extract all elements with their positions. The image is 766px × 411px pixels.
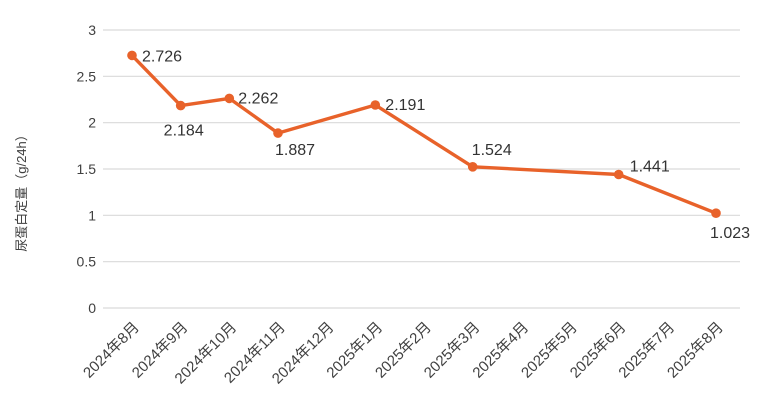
series-line xyxy=(130,53,718,215)
x-axis-tick-labels: 2024年8月2024年9月2024年10月2024年11月2024年12月20… xyxy=(80,319,727,388)
gridlines xyxy=(103,29,740,309)
data-series xyxy=(127,50,721,218)
data-point-marker xyxy=(711,208,721,218)
data-point-label: 2.262 xyxy=(238,90,278,107)
data-point-marker xyxy=(613,169,624,180)
data-point-marker xyxy=(467,162,478,172)
data-point-label: 2.184 xyxy=(164,123,204,140)
data-point-marker xyxy=(175,100,186,111)
data-point-label: 1.441 xyxy=(630,159,670,176)
y-tick-label: 2.5 xyxy=(77,68,97,84)
y-tick-label: 0 xyxy=(88,300,96,316)
data-point-marker xyxy=(273,128,283,138)
data-point-label: 2.191 xyxy=(385,97,425,114)
data-point-marker xyxy=(127,50,137,61)
y-tick-label: 0.5 xyxy=(77,254,97,270)
y-tick-label: 1 xyxy=(88,207,96,223)
data-point-label: 2.726 xyxy=(142,48,182,65)
data-point-labels: 2.726 2.184 2.262 1.887 2.191 1.524 1.441 1.023 xyxy=(142,48,750,242)
data-point-label: 1.023 xyxy=(710,225,750,242)
data-point-marker xyxy=(370,100,381,110)
y-tick-label: 2 xyxy=(88,115,96,131)
y-tick-label: 1.5 xyxy=(77,161,97,177)
data-point-label: 1.524 xyxy=(472,142,512,159)
data-point-label: 1.887 xyxy=(275,142,315,159)
y-tick-label: 3 xyxy=(88,22,96,38)
y-axis-tick-labels: 0 0.5 1 1.5 2 2.5 3 xyxy=(77,22,97,316)
data-point-marker xyxy=(224,93,235,104)
y-axis-title: 尿蛋白定量（g/24h） xyxy=(14,128,29,252)
